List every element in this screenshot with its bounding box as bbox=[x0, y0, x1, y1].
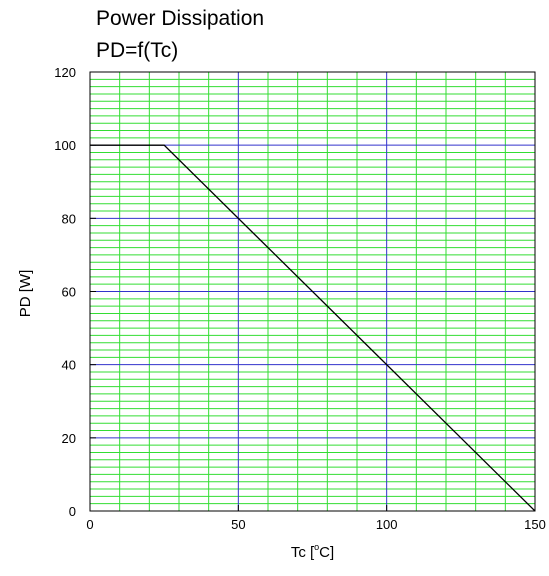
x-tick-label: 150 bbox=[524, 517, 546, 532]
y-tick-label: 0 bbox=[69, 504, 76, 519]
tick-labels: 0 50 100 150 0 20 40 60 80 100 120 bbox=[54, 65, 546, 532]
series-line bbox=[90, 144, 536, 512]
x-axis-label: Tc [oC] bbox=[291, 542, 334, 561]
y-tick-label: 100 bbox=[54, 138, 76, 153]
y-tick-label: 40 bbox=[62, 358, 76, 373]
x-axis-label-main: Tc [ bbox=[291, 544, 315, 561]
x-tick-label: 0 bbox=[86, 517, 93, 532]
chart-title: Power Dissipation bbox=[96, 7, 265, 30]
x-axis-label-degree: o bbox=[314, 542, 319, 552]
y-tick-label: 60 bbox=[62, 285, 76, 300]
y-tick-label: 80 bbox=[62, 211, 76, 226]
chart-subtitle: PD=f(Tc) bbox=[96, 39, 179, 62]
y-tick-label: 20 bbox=[62, 431, 76, 446]
x-tick-label: 50 bbox=[231, 517, 245, 532]
series-layer bbox=[90, 144, 536, 512]
y-tick-label: 120 bbox=[54, 65, 76, 80]
x-axis-label-unit: C] bbox=[319, 544, 334, 561]
x-tick-label: 100 bbox=[376, 517, 398, 532]
y-axis-label: PD [W] bbox=[17, 270, 34, 318]
